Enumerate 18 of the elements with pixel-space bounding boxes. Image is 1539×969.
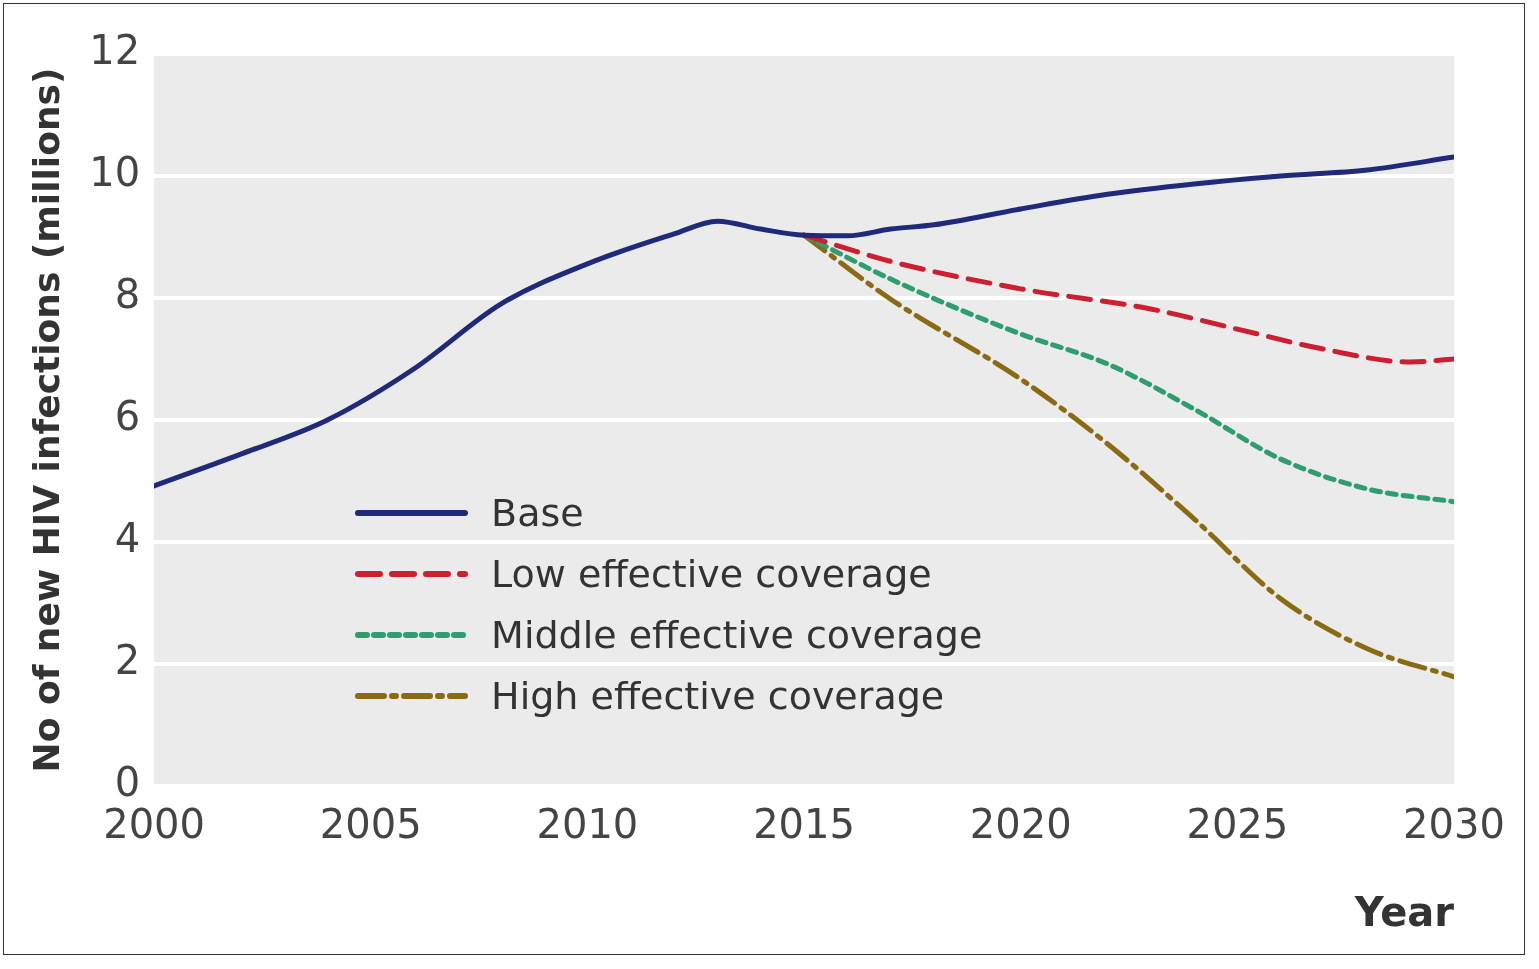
y-tick-label: 6 [114, 393, 141, 440]
legend-label: Low effective coverage [491, 551, 932, 596]
legend-label: Middle effective coverage [491, 612, 983, 657]
x-tick-label: 2015 [753, 801, 855, 848]
y-tick-label: 4 [114, 515, 141, 562]
x-axis-title: Year [1353, 889, 1455, 936]
x-tick-label: 2010 [536, 801, 639, 848]
x-tick-label: 2030 [1403, 801, 1505, 848]
x-tick-label: 2020 [969, 801, 1072, 848]
y-axis-title: No of new HIV infections (millions) [25, 67, 67, 773]
y-tick-label: 12 [89, 27, 141, 74]
x-tick-label: 2025 [1186, 801, 1289, 848]
y-tick-label: 2 [114, 637, 141, 684]
legend-label: Base [491, 490, 584, 535]
y-tick-label: 10 [89, 149, 141, 196]
x-tick-label: 2005 [319, 801, 422, 848]
legend-label: High effective coverage [491, 673, 945, 718]
y-tick-label: 8 [114, 271, 141, 318]
